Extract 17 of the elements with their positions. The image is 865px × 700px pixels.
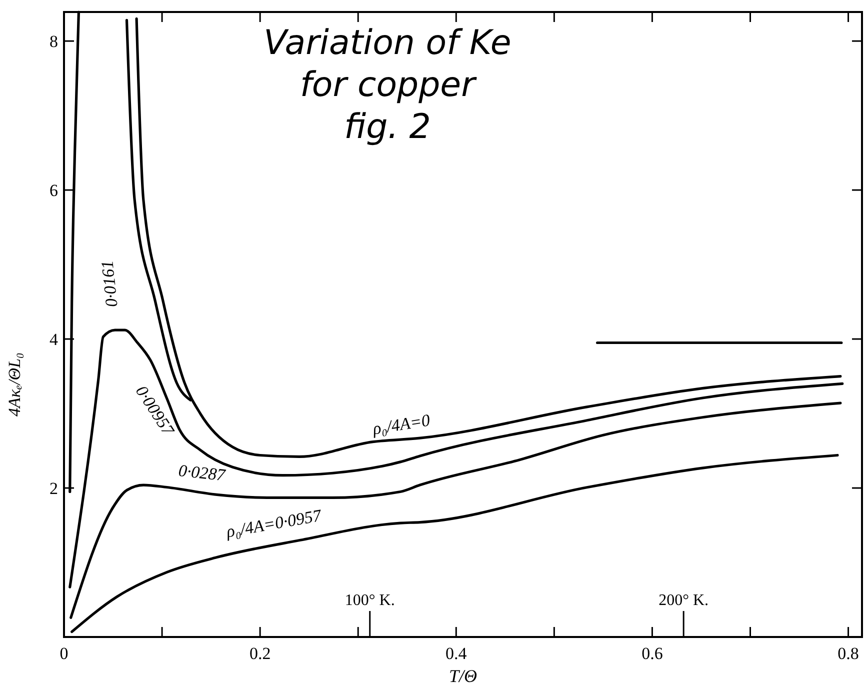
y-tick-label: 6 <box>50 180 58 200</box>
text: 0·0161 <box>98 259 122 308</box>
x-tick-label: 0.8 <box>838 644 859 663</box>
y-axis-title: 4Aκₑ/ΘL₀ <box>5 352 24 416</box>
text: ρ₀/4A=0 <box>370 410 432 439</box>
ref-line-label: 200° K. <box>658 592 709 609</box>
x-tick-label: 0.4 <box>446 644 468 663</box>
text: 0·0287 <box>178 460 228 485</box>
x-tick-label: 0 <box>60 644 68 663</box>
x-tick-label: 0.2 <box>249 644 271 663</box>
y-tick-label: 2 <box>50 478 58 498</box>
ref-line-label: 100° K. <box>344 592 395 609</box>
x-tick-label: 0.6 <box>642 644 663 663</box>
x-axis-title: T/Θ <box>448 666 478 686</box>
text: Variation of Ke for copper fig. 2 <box>264 23 512 147</box>
y-tick-label: 8 <box>50 32 58 51</box>
y-tick-label: 4 <box>50 330 58 349</box>
